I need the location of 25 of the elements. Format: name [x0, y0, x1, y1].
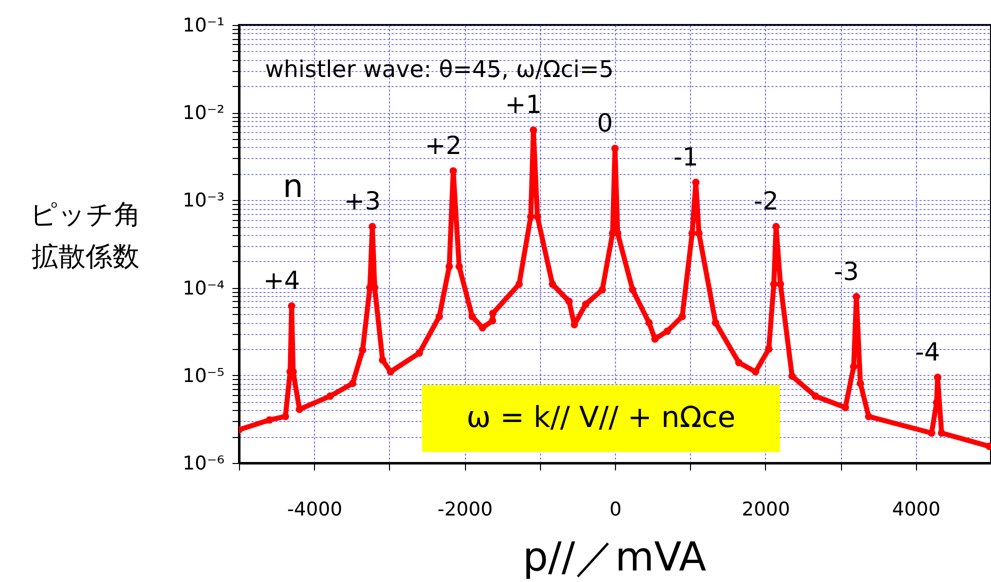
annotation: -4: [915, 337, 940, 366]
y-tick-label: 10⁻⁶: [182, 452, 224, 474]
annotation: 0: [597, 108, 613, 138]
annotation: -3: [834, 256, 859, 286]
annotation: +1: [504, 90, 542, 120]
annotation: ω = k// V// + nΩce: [466, 400, 736, 434]
annotation: -2: [754, 186, 779, 216]
x-tick-label: 0: [609, 498, 622, 520]
y-tick-label: 10⁻³: [182, 190, 224, 212]
y-tick-label: 10⁻¹: [182, 14, 224, 36]
annotation: +3: [344, 186, 381, 216]
y-axis-title: ピッチ角拡散係数: [30, 200, 141, 272]
y-tick-label: 10⁻²: [182, 102, 224, 124]
y-tick-label: 10⁻⁵: [182, 364, 224, 387]
x-tick-label: -2000: [437, 498, 493, 520]
text: whistler wave: θ=45, ω/Ωci=5: [265, 57, 614, 83]
x-tick-label: 2000: [742, 498, 790, 520]
x-tick-label: 4000: [892, 498, 940, 520]
annotation: n: [282, 167, 304, 205]
annotation: +4: [263, 266, 300, 295]
x-tick-label: -4000: [287, 498, 342, 520]
x-axis-title: p//／mVA: [522, 534, 707, 580]
annotation: -1: [673, 142, 698, 172]
annotation: +2: [424, 130, 462, 160]
y-tick-label: 10⁻⁴: [182, 277, 225, 300]
